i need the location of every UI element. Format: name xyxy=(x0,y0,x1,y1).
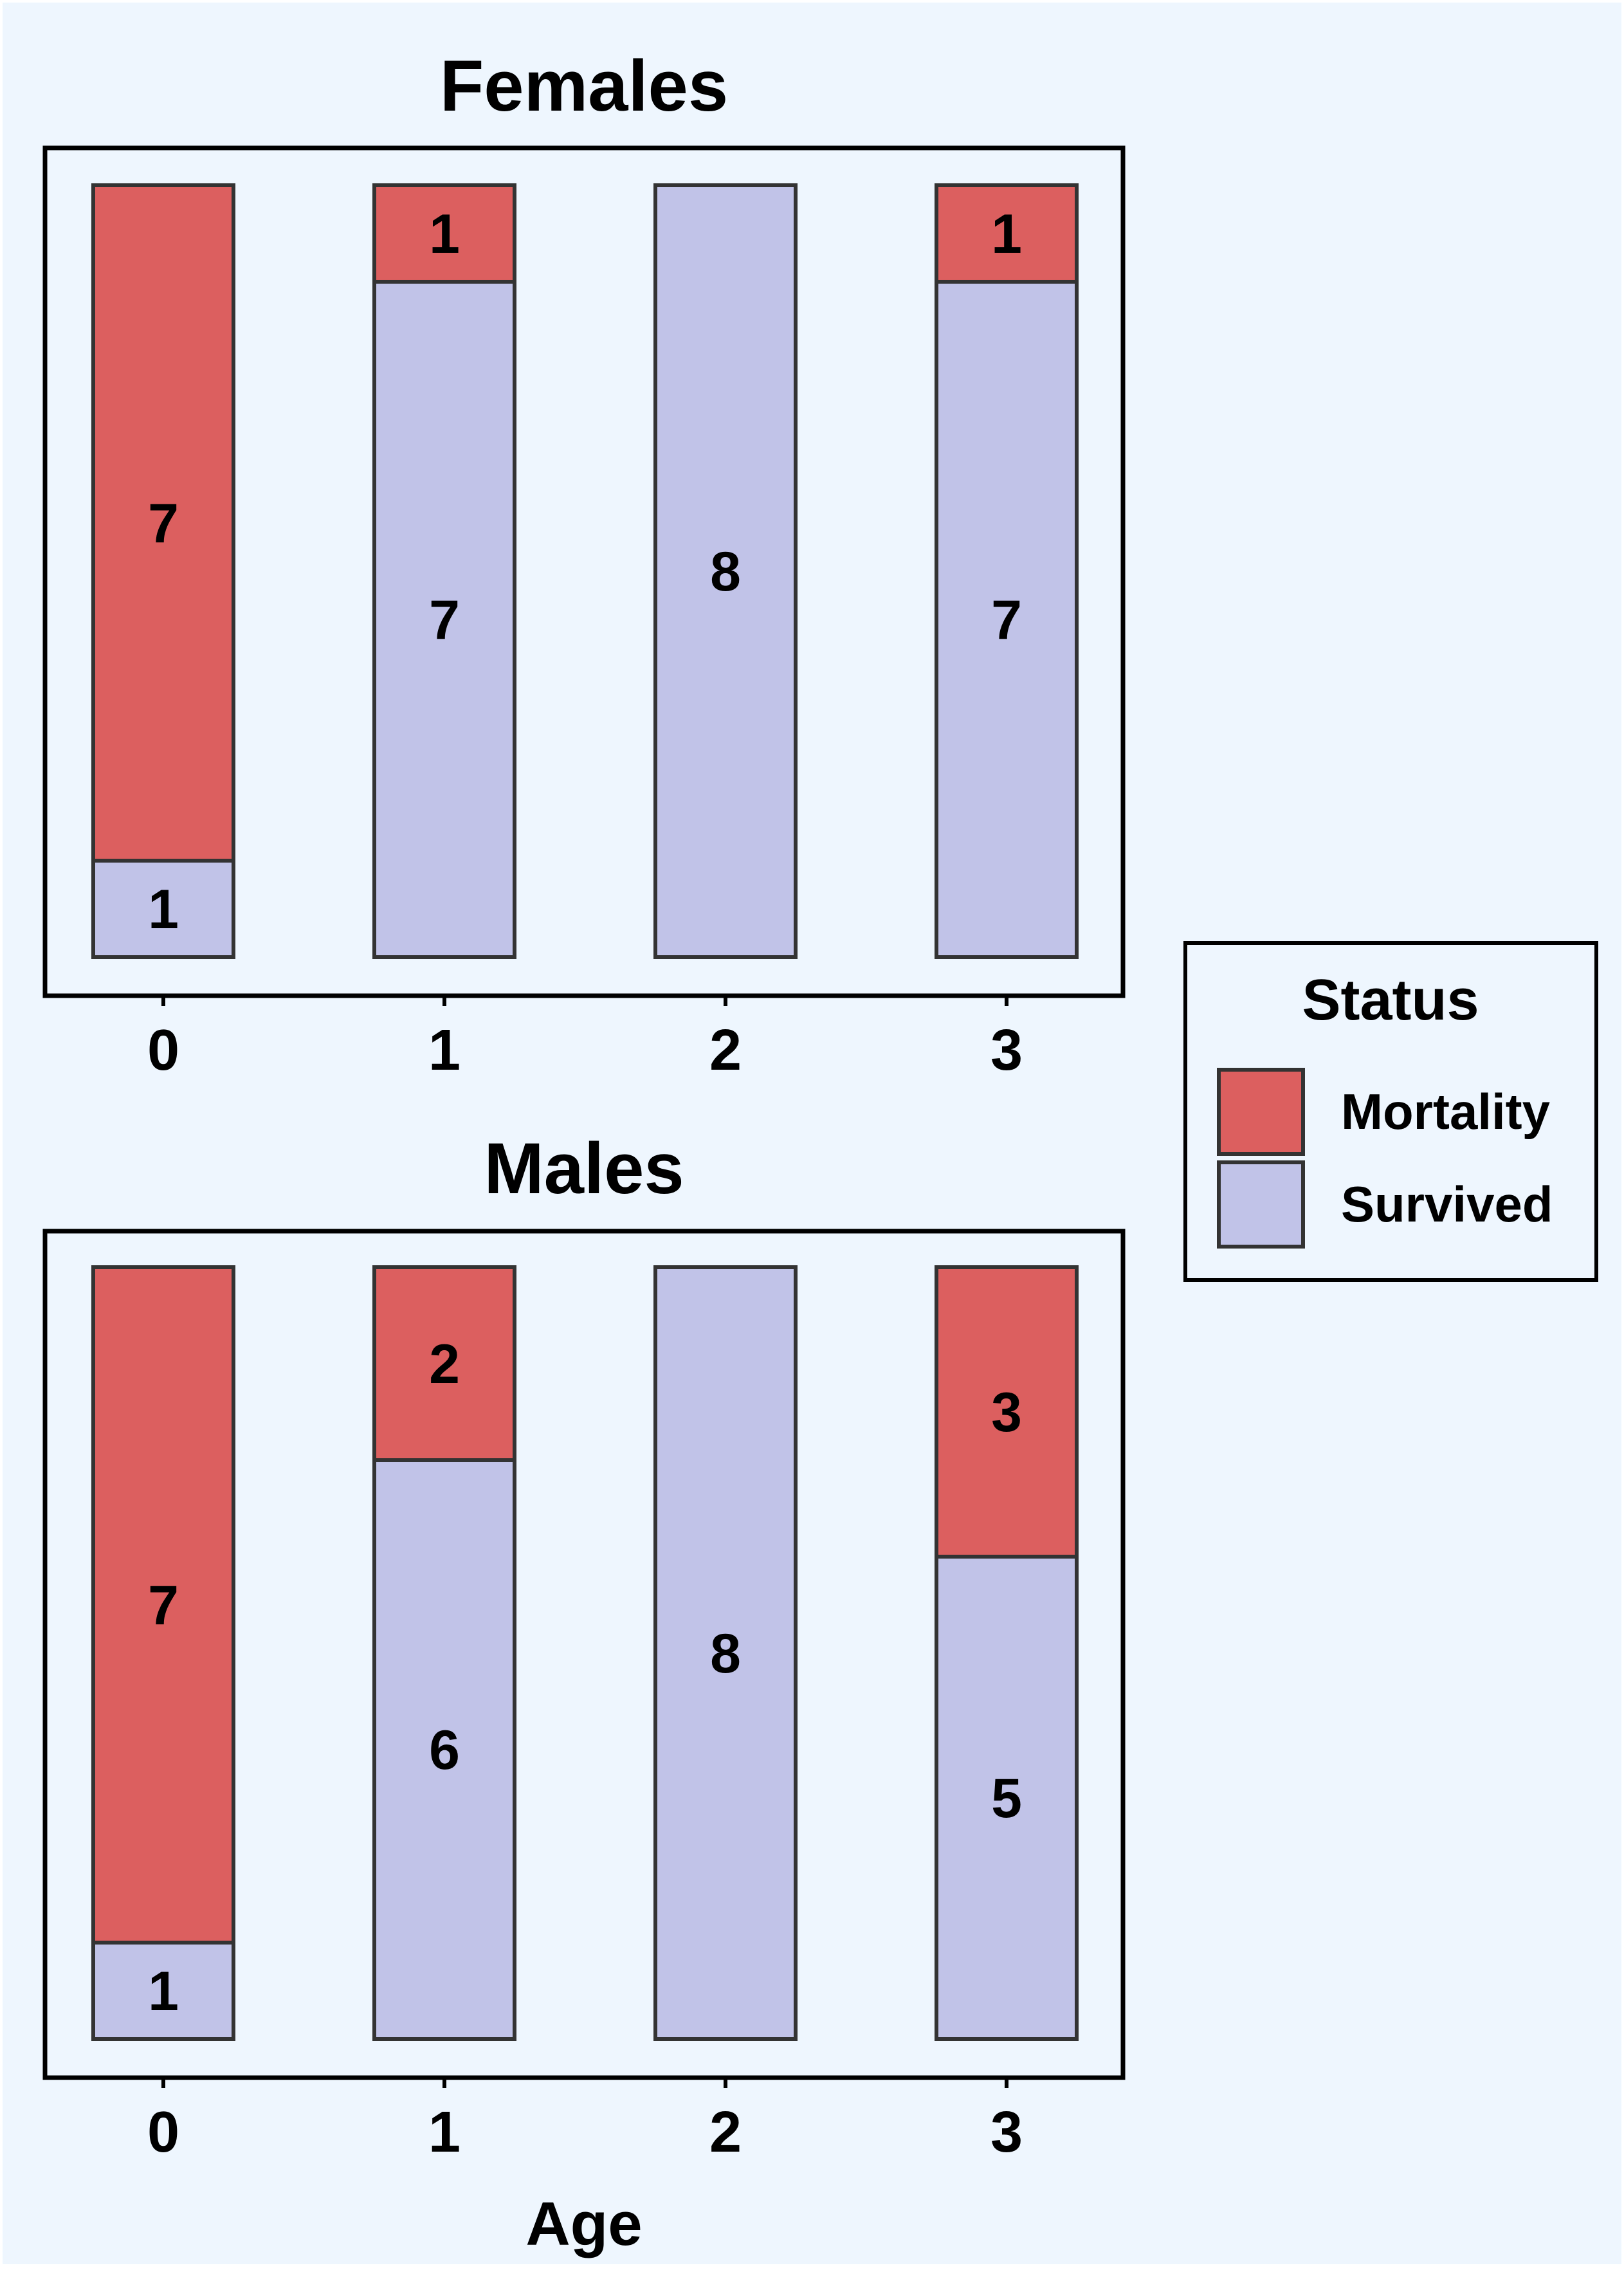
bar-segment-mortality xyxy=(935,183,1079,284)
x-tick-label: 1 xyxy=(428,1018,461,1083)
bar-value-label: 6 xyxy=(429,1719,460,1781)
x-tick-label: 2 xyxy=(709,2100,742,2165)
bar-value-label: 8 xyxy=(710,1623,741,1685)
bar-segment-mortality xyxy=(935,1265,1079,1559)
legend-swatch xyxy=(1217,1160,1305,1249)
x-tick-label: 2 xyxy=(709,1018,742,1083)
legend-label: Mortality xyxy=(1341,1083,1550,1140)
bar-value-label: 1 xyxy=(429,203,460,265)
bar-value-label: 7 xyxy=(148,1575,179,1636)
legend-frame xyxy=(1183,941,1598,1282)
bar-segment-survived xyxy=(372,280,516,959)
bar-segment-mortality xyxy=(91,183,235,863)
legend-item-survived: Survived xyxy=(1217,1160,1553,1249)
bar-segment-mortality xyxy=(372,1265,516,1462)
panel-males: Males 1 7 0 6 2 1 8 2 5 3 3 Age xyxy=(42,1128,1126,2258)
x-tick-label: 1 xyxy=(428,2100,461,2165)
panel-frame xyxy=(42,145,1126,998)
x-tick-label: 3 xyxy=(990,1018,1023,1083)
bar-value-label: 7 xyxy=(991,589,1022,651)
legend-items: Mortality Survived xyxy=(1217,1068,1553,1249)
bar-segment-mortality xyxy=(372,183,516,284)
bar-segment-survived xyxy=(91,1941,235,2041)
panel-title: Males xyxy=(484,1128,684,1209)
panel-frame xyxy=(42,1229,1126,2080)
bar-segment-survived xyxy=(935,280,1079,959)
legend-item-mortality: Mortality xyxy=(1217,1068,1550,1156)
x-tick-label: 3 xyxy=(990,2100,1023,2165)
x-axis-label: Age xyxy=(525,2190,642,2258)
bar-value-label: 8 xyxy=(710,541,741,603)
bar-value-label: 1 xyxy=(148,1961,179,2022)
panels: Females 1 7 0 7 1 1 8 2 7 1 3 Males 1 7 0 6 2 1 8 2 5 3 3 Age xyxy=(42,46,1126,2258)
bar-value-label: 1 xyxy=(148,879,179,940)
bar-value-label: 2 xyxy=(429,1333,460,1395)
legend-title: Status xyxy=(1302,968,1479,1032)
panel-title: Females xyxy=(440,46,728,126)
legend-label: Survived xyxy=(1341,1176,1553,1232)
x-tick-label: 0 xyxy=(147,1018,179,1083)
bar-value-label: 7 xyxy=(429,589,460,651)
bar-value-label: 3 xyxy=(991,1382,1022,1443)
bar-value-label: 1 xyxy=(991,203,1022,265)
bar-segment-survived xyxy=(372,1458,516,2041)
bar-value-label: 7 xyxy=(148,493,179,554)
bar-segment-survived xyxy=(653,1265,798,2041)
bar-value-label: 5 xyxy=(991,1768,1022,1829)
legend-swatch xyxy=(1217,1068,1305,1156)
figure-background xyxy=(3,3,1621,2264)
bar-segment-survived xyxy=(653,183,798,959)
bar-segment-mortality xyxy=(91,1265,235,1945)
x-tick-label: 0 xyxy=(147,2100,179,2165)
legend: Status Mortality Survived xyxy=(1183,941,1598,1282)
panel-females: Females 1 7 0 7 1 1 8 2 7 1 3 xyxy=(42,46,1126,1083)
